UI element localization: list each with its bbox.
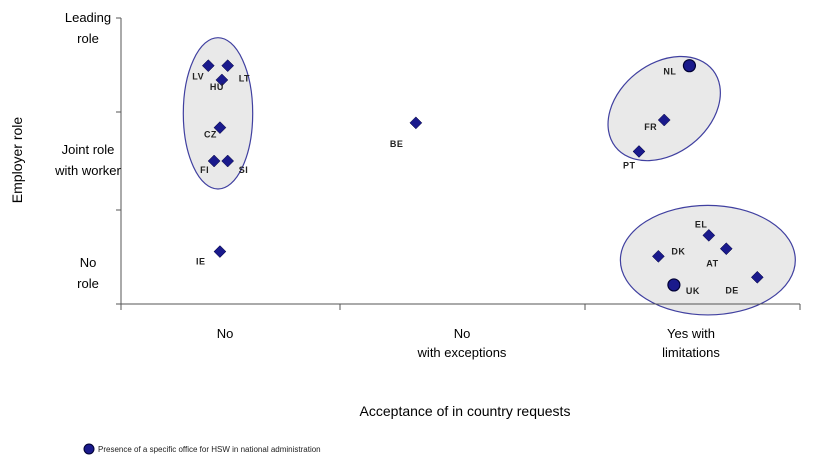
x-tick-label: No with exceptions [417,326,507,360]
y-axis-title: Employer role [9,117,25,204]
point-diamond-pt [632,145,646,158]
point-label-lt: LT [239,74,250,84]
point-label-si: SI [239,165,249,175]
legend-marker [83,443,95,455]
point-label-be: BE [390,139,404,149]
point-label-at: AT [706,259,718,269]
legend: Presence of a specific office for HSW in… [83,443,321,455]
data-points [201,59,764,292]
x-tick-labels: No No with exceptions Yes with limitations [217,326,721,360]
point-diamond-fr [657,113,671,127]
point-diamond-fi [207,154,221,168]
point-label-fi: FI [200,165,209,175]
x-tick-label: No [217,326,234,341]
point-diamond-lt [221,59,235,73]
x-tick-label: Yes with limitations [662,326,720,360]
point-labels: LV LT HU CZ FI SI IE BE NL FR PT EL AT DK UK DE [192,67,739,296]
point-diamond-hu [215,73,229,87]
y-tick-labels: No role Joint role with worker Leading role [54,10,121,291]
point-diamond-de [750,270,764,284]
point-diamond-dk [652,249,665,263]
point-diamond-ie [213,245,227,258]
point-label-lv: LV [192,72,204,82]
point-label-de: DE [725,285,739,295]
y-tick-label: Leading role [65,10,111,46]
point-label-nl: NL [663,67,676,77]
x-axis-title: Acceptance of in country requests [360,403,571,419]
point-label-fr: FR [644,122,657,132]
point-label-uk: UK [686,286,700,296]
point-circle-uk [667,278,681,292]
cluster-ellipse [607,55,721,162]
legend-text: Presence of a specific office for HSW in… [98,445,321,454]
y-tick-label: Joint role with worker [54,142,121,178]
point-label-el: EL [695,219,708,229]
point-diamond-cz [213,121,227,134]
point-label-pt: PT [623,160,636,170]
point-label-ie: IE [196,257,206,267]
point-diamond-el [702,229,716,242]
point-label-hu: HU [210,82,224,92]
point-diamond-at [719,242,733,256]
cluster-ellipses [182,37,796,316]
point-label-dk: DK [671,246,685,256]
cluster-ellipse [182,37,254,190]
y-tick-label: No role [77,255,99,291]
point-diamond-si [221,154,235,168]
point-diamond-be [409,116,423,130]
point-label-cz: CZ [204,130,217,140]
chart-axes [116,17,801,310]
cluster-ellipse [619,204,796,316]
point-diamond-lv [201,59,215,73]
point-circle-nl [682,59,697,73]
